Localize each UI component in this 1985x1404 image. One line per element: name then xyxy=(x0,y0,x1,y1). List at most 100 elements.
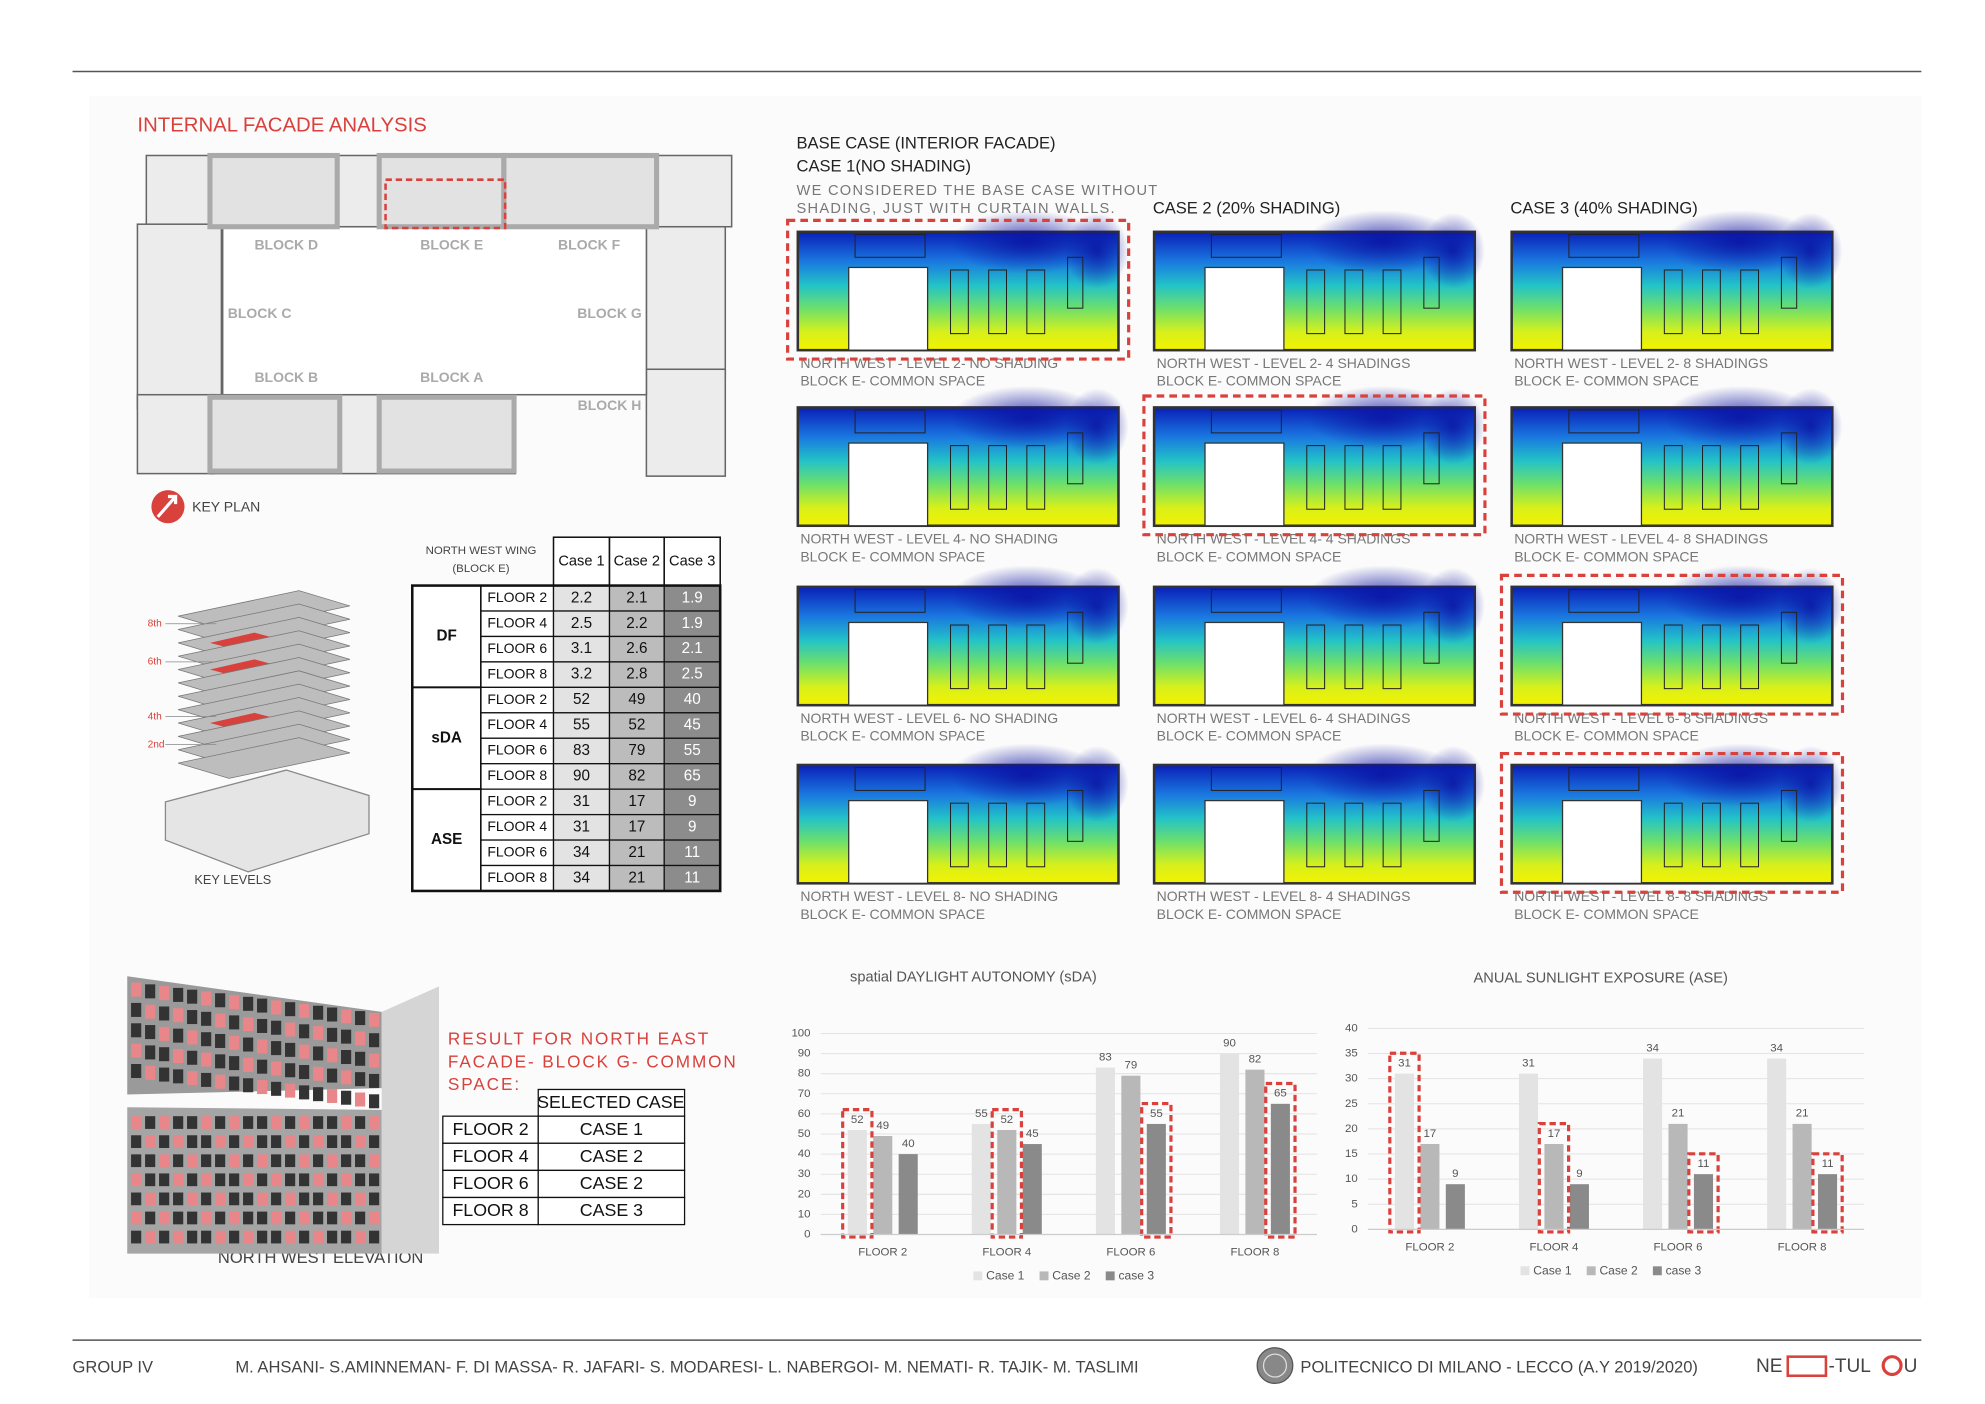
elevation-window xyxy=(369,1135,380,1148)
elevation-window xyxy=(341,1029,352,1044)
elevation-window xyxy=(257,1039,268,1054)
furniture xyxy=(988,269,1008,335)
elevation-window xyxy=(271,1000,282,1015)
bar xyxy=(1146,1123,1166,1235)
heatmap-caption: BLOCK E- COMMON SPACE xyxy=(1157,906,1342,922)
elevation-window xyxy=(299,1135,310,1148)
data-label: 21 xyxy=(1672,1108,1685,1120)
bar xyxy=(1394,1073,1414,1230)
elevation-window xyxy=(159,1006,170,1021)
elevation-window xyxy=(229,995,240,1010)
elevation-window xyxy=(145,1065,156,1080)
elevation-window xyxy=(355,1011,366,1026)
furniture xyxy=(1067,789,1084,842)
heatmap-caption: NORTH WEST - LEVEL 2- NO SHADING xyxy=(800,355,1058,371)
elevation-window xyxy=(355,1135,366,1148)
legend-label: case 3 xyxy=(1118,1269,1154,1283)
elevation-window xyxy=(215,1074,226,1089)
elevation-window xyxy=(145,1116,156,1129)
stair xyxy=(1568,409,1640,434)
data-label: 49 xyxy=(876,1120,889,1132)
level-label: 8th xyxy=(148,618,162,629)
heatmap-caption: BLOCK E- COMMON SPACE xyxy=(1514,373,1699,389)
block-label: BLOCK A xyxy=(420,369,483,385)
elevation-window xyxy=(299,1085,310,1100)
furniture xyxy=(1382,269,1402,335)
value-text: 2.5 xyxy=(571,615,592,632)
elevation-window xyxy=(201,1173,212,1187)
furniture xyxy=(1306,624,1326,690)
value-text: 2.5 xyxy=(682,666,703,683)
elevation-window xyxy=(243,1116,254,1129)
furniture xyxy=(950,269,969,335)
elevation-window xyxy=(243,996,254,1011)
data-label: 31 xyxy=(1398,1057,1411,1069)
result-cell-text: CASE 2 xyxy=(580,1173,643,1193)
furniture xyxy=(1702,445,1721,510)
heatmap-caption: BLOCK E- COMMON SPACE xyxy=(1157,728,1342,744)
furniture xyxy=(1780,611,1798,664)
y-tick-label: 25 xyxy=(1345,1098,1358,1110)
level-label: 4th xyxy=(148,711,162,722)
heatmap-shade xyxy=(1421,212,1485,290)
heatmap-shade xyxy=(950,385,1104,450)
legend-swatch xyxy=(1652,1266,1662,1276)
footer-authors: M. AHSANI- S.AMINNEMAN- F. DI MASSA- R. … xyxy=(235,1357,1138,1376)
furniture xyxy=(1423,611,1440,664)
elevation-window xyxy=(187,1010,198,1025)
table-header: NORTH WEST WING xyxy=(426,545,537,557)
bar xyxy=(1121,1075,1141,1235)
stair xyxy=(854,588,926,613)
elevation-window xyxy=(369,1053,380,1068)
elevation-window xyxy=(313,1192,324,1206)
elevation-window xyxy=(187,1030,198,1045)
bar xyxy=(1569,1184,1589,1230)
furniture xyxy=(1663,802,1683,868)
furniture xyxy=(950,802,969,868)
elevation-window xyxy=(285,1083,296,1098)
heatmap-shade xyxy=(1778,212,1843,290)
elevation-window xyxy=(229,1154,240,1168)
elevation-window xyxy=(257,1154,268,1168)
selected-bar-frame xyxy=(1687,1152,1720,1234)
value-cell xyxy=(552,839,611,867)
elevation-window xyxy=(173,1028,184,1043)
floor-label: FLOOR 2 xyxy=(487,589,547,605)
value-cell xyxy=(663,864,721,892)
data-label: 65 xyxy=(1274,1088,1287,1100)
room-block xyxy=(848,621,929,706)
elevation-window xyxy=(313,1005,324,1020)
elevation-window xyxy=(285,1022,296,1037)
value-text: 3.1 xyxy=(571,640,592,657)
data-label: 31 xyxy=(1522,1057,1535,1069)
elevation-window xyxy=(341,1211,352,1225)
elevation-window xyxy=(313,1135,324,1148)
column-header: Case 2 xyxy=(614,553,660,569)
furniture xyxy=(1702,269,1721,335)
x-tick-label: FLOOR 2 xyxy=(1405,1241,1454,1253)
value-text: 49 xyxy=(628,691,645,708)
value-text: 45 xyxy=(684,717,701,734)
value-text: 2.1 xyxy=(626,589,647,606)
y-tick-label: 20 xyxy=(798,1188,811,1200)
value-text: 2.8 xyxy=(626,666,647,683)
elevation-window xyxy=(145,1173,156,1187)
case-title: CASE 2 (20% SHADING) xyxy=(1153,198,1340,217)
elevation-window xyxy=(215,1033,226,1048)
y-tick-label: 10 xyxy=(1345,1173,1358,1185)
furniture xyxy=(1026,624,1046,690)
floor-cell xyxy=(480,864,555,892)
bar xyxy=(1643,1058,1663,1230)
heatmap-caption: BLOCK E- COMMON SPACE xyxy=(800,728,985,744)
elevation-window xyxy=(341,1009,352,1024)
furniture xyxy=(1663,445,1683,510)
elevation-window xyxy=(355,1230,366,1244)
elevation-window xyxy=(285,1135,296,1148)
elevation-window xyxy=(327,1048,338,1063)
heatmap-shade xyxy=(1306,385,1460,450)
elevation-window xyxy=(327,1211,338,1225)
heatmap-shade xyxy=(1664,743,1818,807)
elevation-window xyxy=(187,1173,198,1187)
